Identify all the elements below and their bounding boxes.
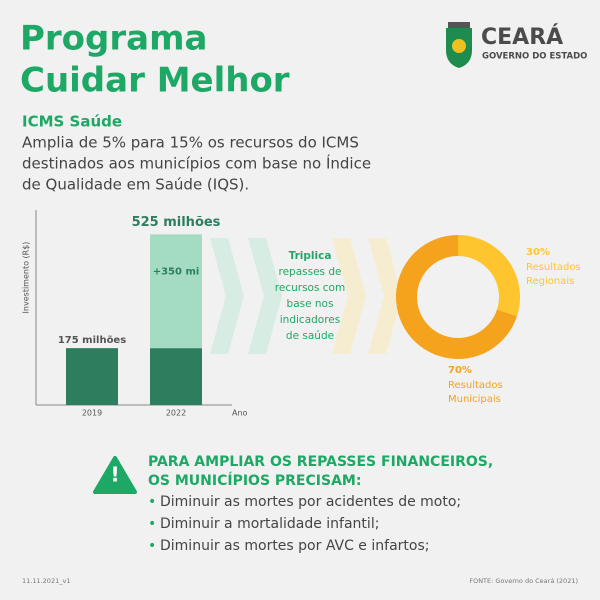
- x-axis-label: Ano: [232, 409, 248, 418]
- title: Programa: [20, 19, 207, 59]
- chevron: [368, 238, 402, 354]
- middle-line: recursos com: [275, 282, 345, 294]
- x-tick-label: 2019: [82, 409, 102, 418]
- chevrons: [210, 238, 402, 354]
- value-label: 70%: [448, 365, 472, 376]
- warning-item: Diminuir a mortalidade infantil;: [160, 516, 379, 532]
- footer-source: FONTE: Governo do Ceará (2021): [469, 577, 578, 585]
- logo-crown: [448, 22, 470, 28]
- title: Cuidar Melhor: [20, 61, 290, 101]
- x-tick-label: 2022: [166, 409, 186, 418]
- value-label: +350 mi: [153, 266, 200, 277]
- bullet: •: [148, 494, 156, 510]
- y-axis-label: Investimento (R$): [22, 242, 31, 314]
- warning-list: • Diminuir as mortes por acidentes de mo…: [148, 494, 461, 554]
- logo-name: CEARÁ: [481, 24, 563, 50]
- annotation: 525 milhões: [132, 215, 221, 230]
- warning-icon: [93, 456, 137, 494]
- middle-line: indicadores: [280, 314, 340, 326]
- chevron: [332, 238, 366, 354]
- pie-slice: [458, 235, 520, 317]
- warning-heading: PARA AMPLIAR OS REPASSES FINANCEIROS,: [148, 454, 493, 470]
- chevron: [210, 238, 244, 354]
- intro-line: de Qualidade em Saúde (IQS).: [22, 176, 249, 194]
- logo-sub: GOVERNO DO ESTADO: [482, 52, 587, 62]
- footer-version: 11.11.2021_v1: [22, 577, 70, 585]
- warning-item: Diminuir as mortes por AVC e infartos;: [160, 538, 429, 554]
- warning-item: Diminuir as mortes por acidentes de moto…: [160, 494, 461, 510]
- category-label: Regionais: [526, 276, 574, 287]
- logo: [446, 22, 472, 68]
- category-label: Municipais: [448, 394, 501, 405]
- middle-line: de saúde: [286, 330, 334, 342]
- pie-slice: [395, 235, 517, 359]
- category-label: Resultados: [448, 380, 503, 391]
- value-label: 175 milhões: [58, 335, 126, 346]
- bullet: •: [148, 516, 156, 532]
- logo-sun: [452, 39, 466, 53]
- intro-line: Amplia de 5% para 15% os recursos do ICM…: [22, 134, 359, 152]
- warning-mark: !: [110, 463, 119, 487]
- intro-heading: ICMS Saúde: [22, 113, 122, 131]
- bar: [66, 348, 118, 405]
- warning-heading: OS MUNICÍPIOS PRECISAM:: [148, 472, 361, 489]
- bar: [150, 234, 202, 349]
- bullet: •: [148, 538, 156, 554]
- chevron: [248, 238, 282, 354]
- value-label: 30%: [526, 247, 550, 258]
- middle-lead: Triplica: [289, 250, 332, 262]
- middle-line: base nos: [287, 298, 334, 310]
- middle-line: repasses de: [279, 266, 342, 278]
- intro-line: destinados aos municípios com base no Ín…: [22, 154, 371, 173]
- bar: [150, 348, 202, 405]
- category-label: Resultados: [526, 262, 581, 273]
